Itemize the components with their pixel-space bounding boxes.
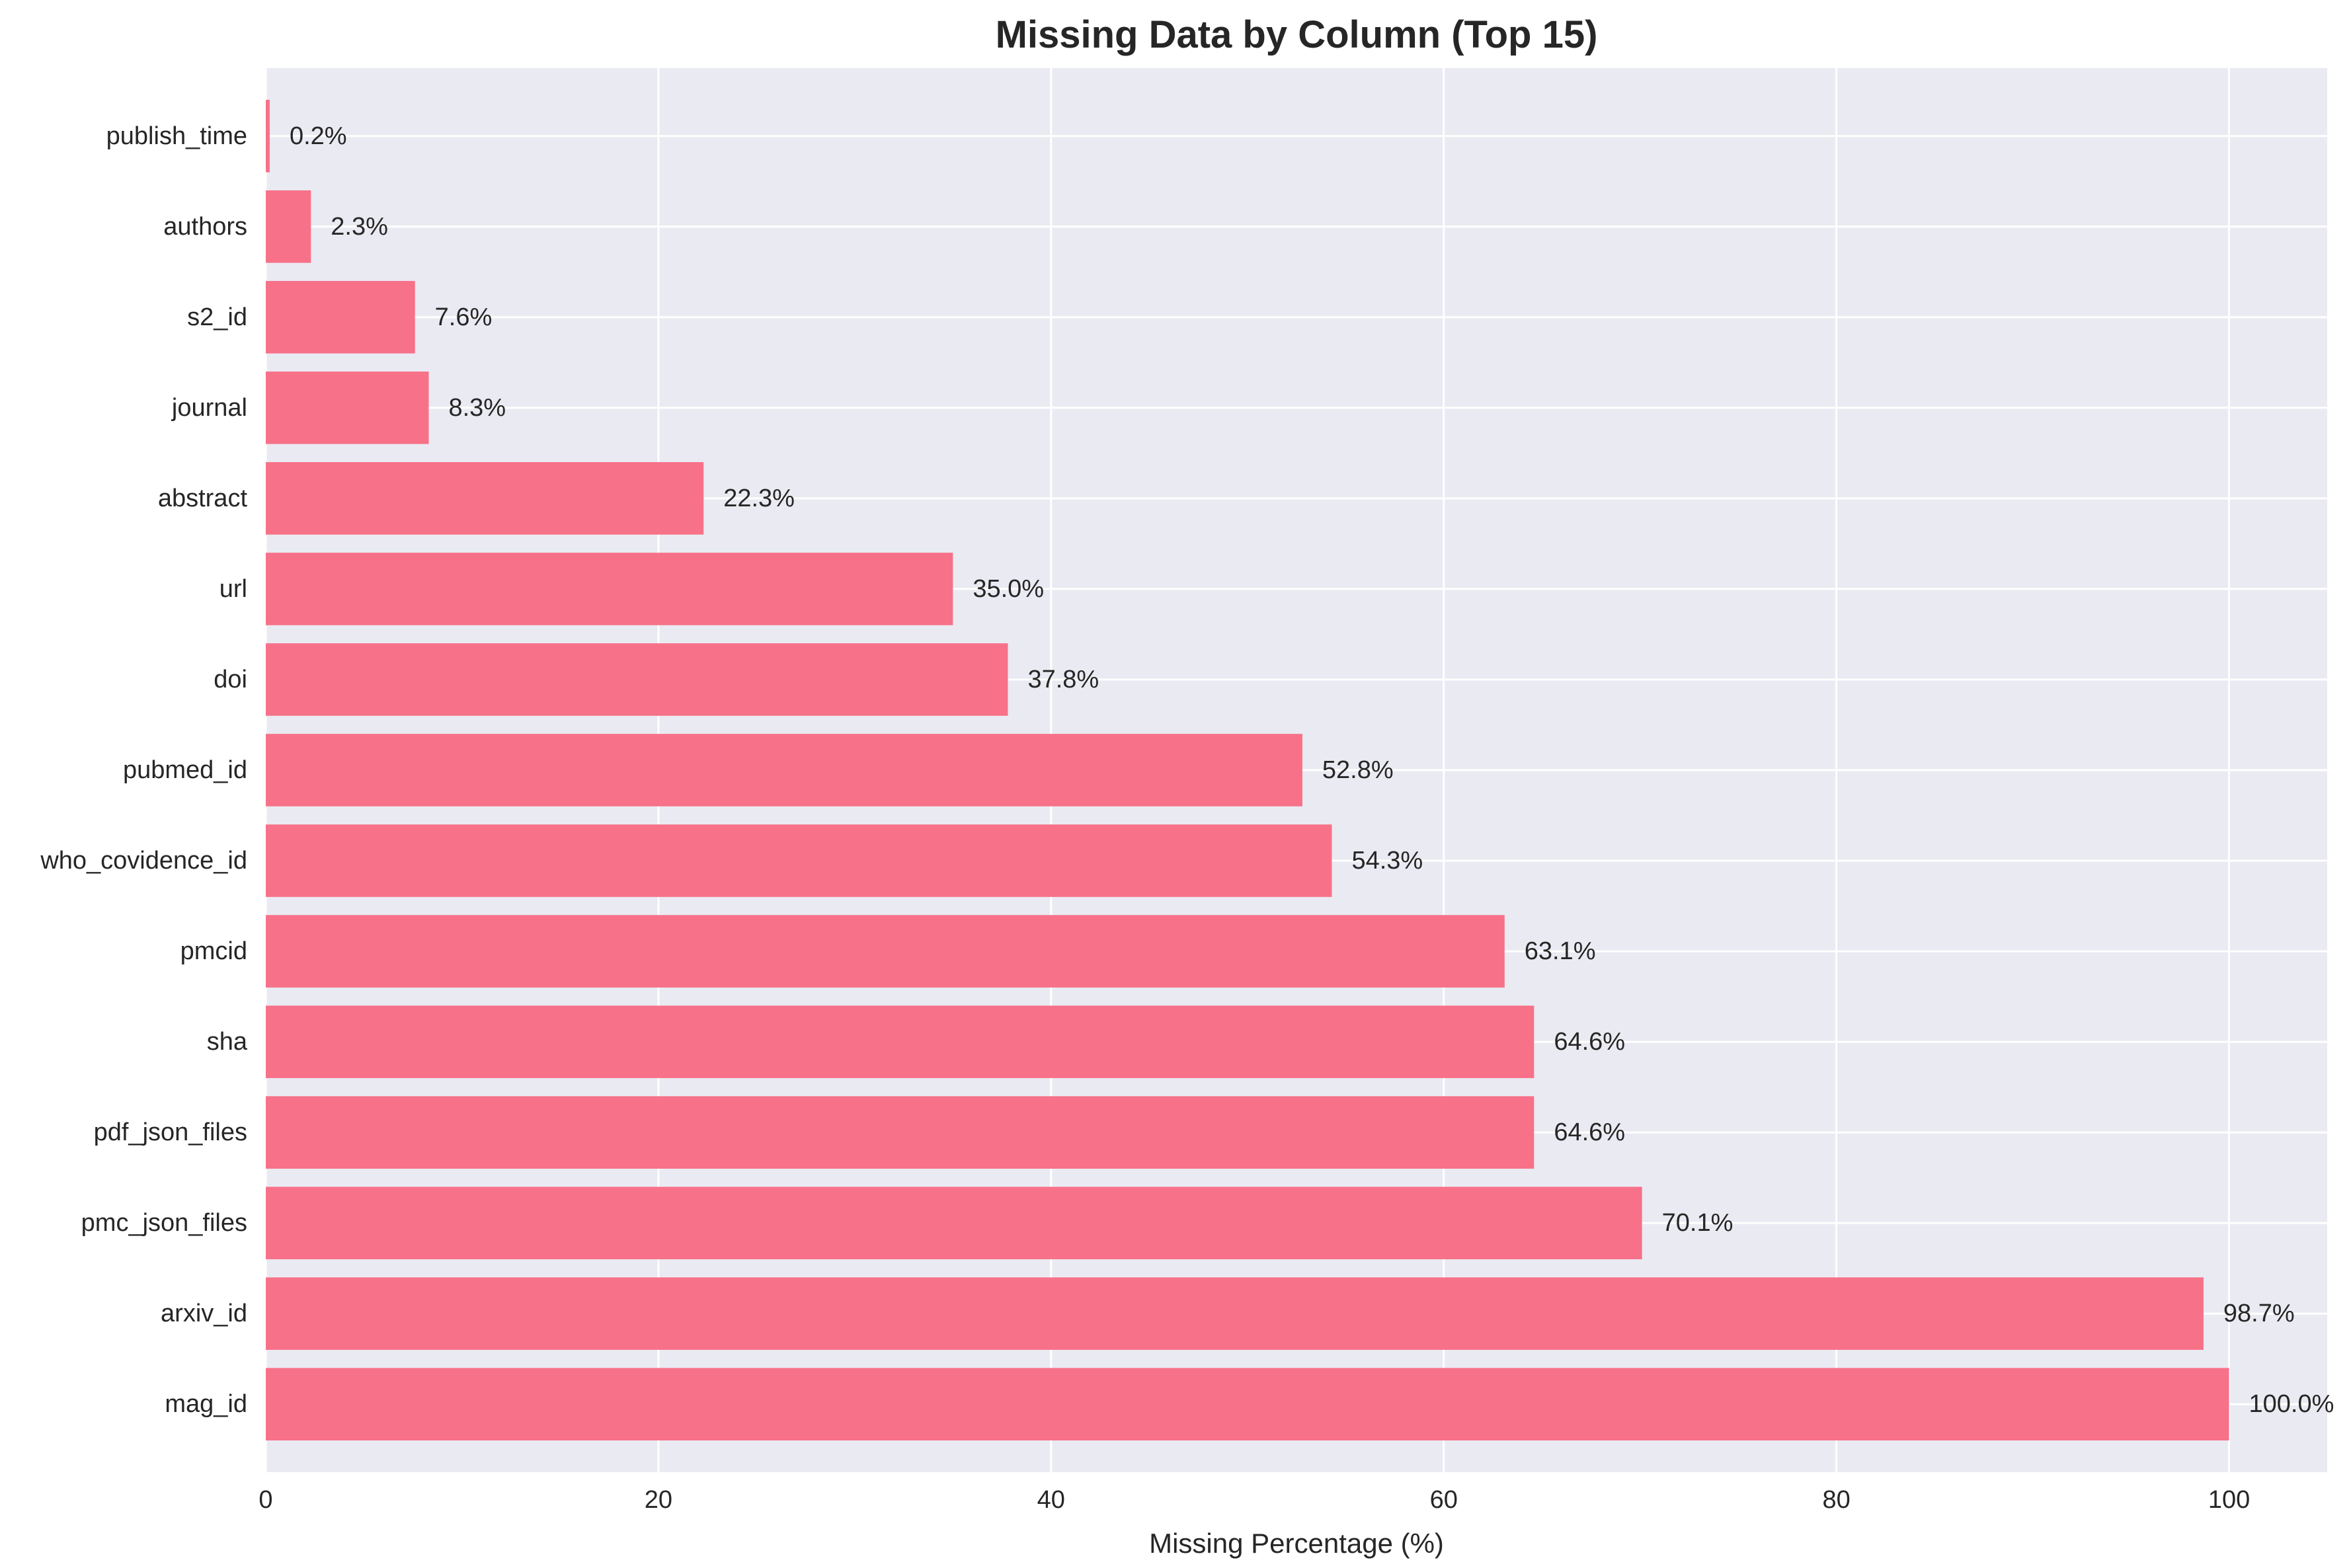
data-label-pmcid: 63.1% bbox=[1525, 937, 1596, 965]
data-label-publish_time: 0.2% bbox=[290, 122, 347, 150]
y-tick-label-mag_id: mag_id bbox=[165, 1390, 247, 1418]
bar-pdf_json_files bbox=[266, 1096, 1534, 1169]
bar-sha bbox=[266, 1005, 1534, 1078]
chart-title: Missing Data by Column (Top 15) bbox=[996, 13, 1598, 56]
y-tick-label-pmc_json_files: pmc_json_files bbox=[81, 1209, 247, 1237]
data-label-pubmed_id: 52.8% bbox=[1322, 756, 1394, 784]
x-tick-label: 80 bbox=[1822, 1486, 1850, 1514]
data-label-sha: 64.6% bbox=[1554, 1028, 1625, 1056]
bar-pmcid bbox=[266, 915, 1505, 988]
y-tick-label-journal: journal bbox=[171, 394, 247, 422]
data-label-doi: 37.8% bbox=[1027, 666, 1099, 693]
x-tick-label: 100 bbox=[2208, 1486, 2250, 1514]
data-label-s2_id: 7.6% bbox=[435, 303, 493, 331]
bar-pubmed_id bbox=[266, 734, 1302, 806]
data-label-authors: 2.3% bbox=[331, 213, 388, 241]
data-label-journal: 8.3% bbox=[448, 394, 506, 422]
x-tick-label: 60 bbox=[1430, 1486, 1458, 1514]
bar-s2_id bbox=[266, 281, 415, 354]
y-tick-label-pubmed_id: pubmed_id bbox=[123, 756, 247, 784]
bar-pmc_json_files bbox=[266, 1187, 1642, 1259]
y-tick-label-url: url bbox=[219, 575, 247, 603]
data-label-who_covidence_id: 54.3% bbox=[1351, 847, 1423, 875]
x-tick-label: 40 bbox=[1037, 1486, 1065, 1514]
x-tick-labels: 0 20 40 60 80 100 bbox=[259, 1486, 2250, 1514]
y-tick-label-s2_id: s2_id bbox=[187, 303, 247, 331]
y-tick-labels: mag_id arxiv_id pmc_json_files pdf_json_fil… bbox=[40, 122, 248, 1418]
y-tick-label-doi: doi bbox=[214, 666, 247, 693]
data-label-abstract: 22.3% bbox=[723, 485, 795, 512]
bar-journal bbox=[266, 372, 429, 444]
y-tick-label-who_covidence_id: who_covidence_id bbox=[40, 847, 247, 875]
y-tick-label-pdf_json_files: pdf_json_files bbox=[94, 1118, 247, 1146]
data-label-pdf_json_files: 64.6% bbox=[1554, 1118, 1625, 1146]
bar-mag_id bbox=[266, 1368, 2229, 1441]
data-label-mag_id: 100.0% bbox=[2249, 1390, 2334, 1418]
data-label-pmc_json_files: 70.1% bbox=[1662, 1209, 1733, 1237]
y-tick-label-publish_time: publish_time bbox=[106, 122, 247, 150]
y-tick-label-authors: authors bbox=[163, 213, 247, 241]
y-tick-label-abstract: abstract bbox=[158, 485, 248, 512]
x-axis-label: Missing Percentage (%) bbox=[1149, 1528, 1444, 1559]
data-labels: 100.0% 98.7% 70.1% 64.6% 64.6% 63.1% 54.3% 52.8… bbox=[290, 122, 2334, 1418]
x-tick-label: 20 bbox=[645, 1486, 672, 1514]
bar-who_covidence_id bbox=[266, 824, 1332, 897]
y-tick-label-pmcid: pmcid bbox=[180, 937, 247, 965]
bars bbox=[266, 99, 2229, 1441]
bar-arxiv_id bbox=[266, 1277, 2204, 1351]
data-label-url: 35.0% bbox=[973, 575, 1044, 603]
y-tick-label-arxiv_id: arxiv_id bbox=[161, 1300, 247, 1327]
bar-abstract bbox=[266, 462, 704, 535]
bar-publish_time bbox=[266, 99, 270, 173]
bar-doi bbox=[266, 643, 1008, 716]
y-tick-label-sha: sha bbox=[207, 1028, 248, 1056]
bar-authors bbox=[266, 190, 311, 263]
x-tick-label: 0 bbox=[259, 1486, 272, 1514]
data-label-arxiv_id: 98.7% bbox=[2223, 1300, 2295, 1327]
bar-url bbox=[266, 553, 953, 625]
